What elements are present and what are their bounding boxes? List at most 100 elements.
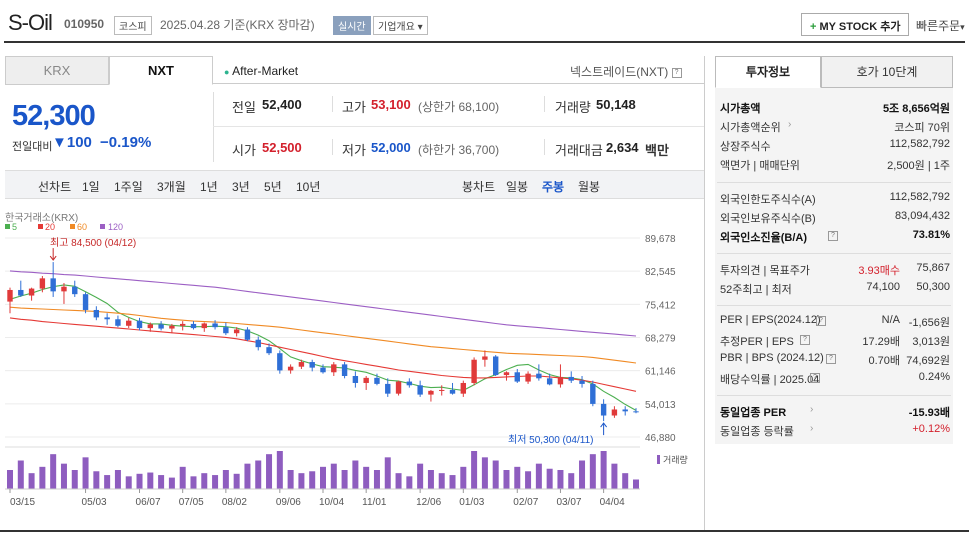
period-1d[interactable]: 1일 [82, 180, 100, 194]
period-10y[interactable]: 10년 [296, 180, 321, 194]
stock-title: S-Oil [8, 10, 53, 35]
candle-body [568, 376, 574, 381]
row-divider [213, 126, 704, 127]
info-row-label: 외국인소진율(B/A) [720, 232, 807, 244]
low-label: 저가 [342, 143, 366, 158]
panel-divider [704, 56, 705, 530]
info-row-value: 74,692원 [906, 355, 950, 367]
nxt-link[interactable]: 넥스트레이드(NXT) ? [570, 63, 682, 80]
info-row-label: 투자의견 | 목표주가 [720, 265, 810, 277]
help-icon[interactable]: ? [816, 316, 826, 326]
legend-swatch-20 [38, 224, 43, 229]
period-monthly-candle[interactable]: 월봉 [578, 180, 601, 194]
help-icon[interactable]: ? [671, 67, 682, 78]
corp-info-dropdown[interactable]: 기업개요 ▾ [373, 16, 428, 35]
help-icon[interactable]: ? [810, 373, 820, 383]
volume-label: 거래량 [555, 100, 591, 115]
volume-value: 50,148 [596, 97, 636, 112]
candle-body [503, 372, 510, 376]
my-stock-add-button[interactable]: + MY STOCK 추가 [801, 13, 910, 36]
candle-body [600, 403, 607, 416]
info-row-value: 0.24% [918, 371, 950, 383]
candle-body [7, 289, 13, 302]
y-tick-label: 75,412 [645, 300, 676, 311]
period-5y[interactable]: 5년 [264, 180, 282, 194]
legend-label-20: 20 [45, 222, 55, 232]
volume-bar [17, 460, 24, 489]
nxt-link-label: 넥스트레이드(NXT) [570, 65, 669, 79]
period-1w[interactable]: 1주일 [114, 180, 143, 194]
info-divider [717, 182, 951, 183]
x-tick-label: 07/05 [179, 497, 204, 508]
tab-krx[interactable]: KRX [5, 56, 109, 85]
candle-body [460, 382, 467, 394]
price-chart[interactable]: 89,678 82,545 75,412 68,279 61,146 54,013 46,8… [0, 200, 704, 530]
candle-body [39, 278, 46, 289]
period-weekly-candle[interactable]: 주봉 [542, 180, 565, 194]
realtime-button[interactable]: 실시간 [333, 16, 371, 35]
info-row-label: 시가총액 [720, 103, 761, 115]
high-value: 53,100 [371, 97, 411, 112]
volume-bar [395, 473, 402, 489]
low-annotation: 최저 50,300 (04/11) [508, 434, 594, 446]
investment-info-panel [715, 88, 953, 444]
period-3m[interactable]: 3개월 [157, 180, 186, 194]
volume-bar [481, 457, 488, 489]
candle-body [439, 389, 445, 391]
volume-bar [125, 476, 132, 489]
volume-bar [600, 451, 607, 489]
x-tick-label: 03/15 [10, 497, 35, 508]
volume-bar [244, 463, 251, 489]
info-divider [717, 395, 951, 396]
tab-order-book-10[interactable]: 호가 10단계 [821, 56, 953, 88]
tab-investment-info[interactable]: 투자정보 [715, 56, 821, 88]
candle-body [363, 377, 369, 383]
divider [213, 92, 214, 162]
volume-bar [320, 466, 326, 489]
info-row-label: PER | EPS(2024.12) [720, 314, 821, 326]
volume-bar [222, 470, 229, 489]
volume-bar [233, 473, 240, 489]
candle-body [50, 278, 56, 292]
info-row-label: 외국인한도주식수(A) [720, 194, 816, 206]
prev-close-label: 전일 [232, 100, 256, 115]
candle-body [72, 286, 78, 295]
legend-swatch-5 [5, 224, 10, 229]
legend-label-120: 120 [108, 222, 123, 232]
divider [332, 96, 333, 112]
help-icon[interactable]: ? [826, 354, 836, 364]
high-label: 고가 [342, 100, 366, 115]
header-divider [4, 41, 965, 43]
period-daily-candle[interactable]: 일봉 [506, 180, 529, 194]
stock-code: 010950 [64, 17, 105, 31]
chart-source: 한국거래소(KRX) [5, 212, 78, 224]
y-tick-label: 46,880 [645, 433, 676, 444]
info-divider [717, 253, 951, 254]
tab-nxt[interactable]: NXT [109, 56, 213, 85]
help-icon[interactable]: ? [828, 231, 838, 241]
volume-bar [147, 472, 154, 489]
candle-chart-label: 봉차트 [462, 180, 496, 194]
quick-order-button[interactable]: 빠른주문▾ [916, 17, 965, 34]
candle-body [331, 364, 337, 373]
volume-bar [28, 473, 35, 489]
volume-bar [82, 457, 89, 489]
y-tick-label: 82,545 [645, 267, 676, 278]
open-value: 52,500 [262, 140, 302, 155]
candle-body [136, 320, 143, 329]
upper-limit: (상한가 68,100) [418, 100, 500, 114]
volume-bar [406, 476, 413, 489]
help-icon[interactable]: ? [800, 335, 810, 345]
prev-close-value: 52,400 [262, 97, 302, 112]
info-row-value-primary: 0.70배 [868, 355, 900, 367]
info-row-value: 112,582,792 [889, 138, 950, 150]
high-marker-arrowhead [49, 255, 57, 261]
x-tick-label: 11/01 [362, 497, 387, 508]
volume-bar [589, 454, 596, 489]
volume-bar [471, 451, 478, 489]
chevron-right-icon: › [810, 423, 814, 434]
candle-body [201, 323, 207, 329]
chevron-right-icon: › [788, 119, 792, 130]
period-1y[interactable]: 1년 [200, 180, 218, 194]
period-3y[interactable]: 3년 [232, 180, 250, 194]
